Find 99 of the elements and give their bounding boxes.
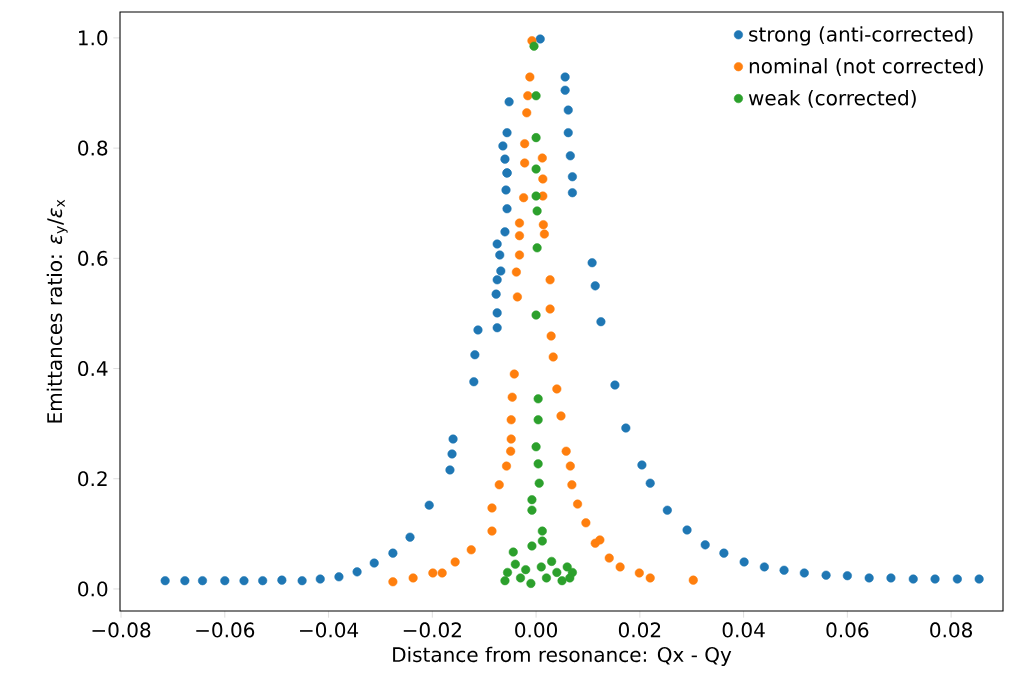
y-axis-title: Emittances ratio: ε$_{y}$/ε$_{x}$ [46, 199, 68, 423]
point [510, 559, 520, 569]
point [567, 480, 577, 490]
point [557, 576, 567, 586]
x-tick-label: 0.00 [515, 622, 558, 638]
point [561, 446, 571, 456]
point [506, 415, 516, 425]
point [688, 575, 698, 585]
point [531, 133, 541, 143]
point [548, 352, 558, 362]
point [509, 369, 519, 379]
point [534, 478, 544, 488]
point [552, 567, 562, 577]
point [573, 499, 583, 509]
point [508, 547, 518, 557]
x-tick-label: 0.02 [618, 622, 661, 638]
point [527, 495, 537, 505]
point [531, 191, 541, 201]
point [538, 220, 548, 230]
point [500, 576, 510, 586]
point [527, 541, 537, 551]
point [556, 411, 566, 421]
x-tick-label: 0.04 [722, 622, 765, 638]
point [531, 91, 541, 101]
point [515, 573, 526, 583]
point [531, 442, 541, 452]
point [487, 526, 497, 536]
point [522, 108, 532, 118]
legend-label: weak (corrected) [748, 89, 916, 108]
point [450, 557, 460, 567]
point [506, 446, 516, 456]
point [388, 577, 398, 587]
point [565, 573, 575, 583]
point [523, 91, 533, 101]
point [545, 304, 555, 314]
point [537, 536, 547, 546]
point [533, 459, 543, 469]
point [487, 503, 497, 513]
point [512, 292, 522, 302]
point [552, 384, 562, 394]
x-tick-label: 0.06 [826, 622, 869, 638]
point [520, 158, 530, 168]
point [538, 174, 548, 184]
point [519, 193, 529, 203]
legend-label: strong (anti-corrected) [749, 26, 973, 46]
point [532, 243, 542, 253]
point [581, 518, 591, 528]
y-tick-label: 0.6 [78, 250, 108, 266]
x-tick-label: −0.04 [300, 622, 359, 638]
x-axis-title: Distance from resonance: Qx - Qy [393, 646, 732, 667]
point [466, 545, 476, 555]
point [514, 250, 525, 260]
point [565, 461, 575, 471]
point [532, 206, 542, 216]
point [531, 164, 541, 174]
point [537, 153, 547, 163]
point [408, 573, 418, 583]
point [521, 565, 531, 575]
point [520, 139, 530, 149]
point [501, 461, 512, 471]
point [595, 535, 605, 545]
point [437, 568, 447, 578]
point [645, 573, 655, 583]
y-tick-label: 0.2 [78, 471, 107, 487]
point [525, 72, 535, 82]
point [529, 41, 539, 51]
point [506, 434, 516, 444]
y-tick-label: 0.4 [78, 360, 108, 377]
point [545, 275, 555, 285]
point [604, 553, 614, 563]
point [514, 218, 525, 228]
point [503, 567, 513, 577]
legend-label: nominal (not corrected) [749, 58, 983, 76]
point [547, 556, 557, 566]
y-tick-label: 0.0 [78, 581, 108, 597]
x-tick-label: −0.08 [92, 622, 151, 638]
point [615, 562, 625, 572]
y-tick-label: 1.0 [79, 30, 108, 46]
point [533, 415, 543, 425]
point [562, 562, 572, 572]
point [537, 526, 547, 536]
x-tick-label: −0.02 [403, 622, 461, 638]
point [526, 578, 536, 588]
point [514, 231, 525, 241]
point [546, 331, 556, 341]
point [531, 310, 541, 320]
x-tick-label: −0.06 [196, 622, 255, 638]
point [536, 562, 546, 572]
point [494, 480, 504, 490]
point [539, 229, 549, 239]
point [507, 392, 517, 402]
point [511, 267, 521, 277]
point [527, 505, 537, 515]
point [634, 568, 644, 578]
x-tick-label: 0.08 [930, 622, 973, 638]
point [541, 573, 551, 583]
point [428, 568, 438, 578]
point [533, 394, 543, 404]
y-tick-label: 0.8 [78, 140, 108, 156]
